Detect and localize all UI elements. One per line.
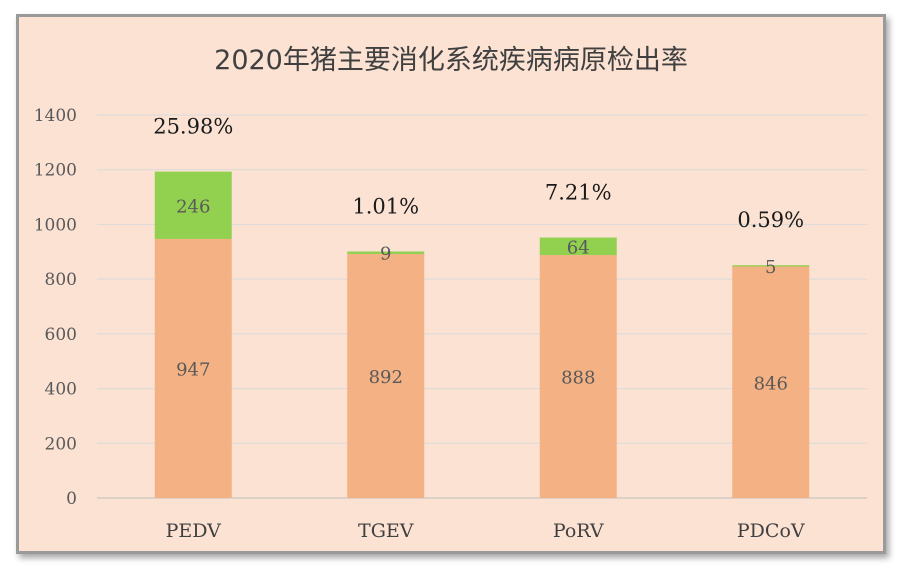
bar-segment [539,237,617,256]
x-axis: PEDV TGEV PoRV PDCoV [166,520,805,542]
data-label: 5 [765,257,776,278]
x-tick-label: PDCoV [737,520,805,542]
chart-title: 2020年猪主要消化系统疾病病原检出率 [214,45,688,76]
y-tick-label: 1000 [34,215,77,235]
data-label: 246 [176,196,210,217]
x-tick-label: PEDV [166,520,222,542]
bar-segment [154,171,232,239]
y-tick-label: 1200 [34,161,77,181]
bar-segment [539,255,617,498]
data-label: 892 [369,367,403,388]
y-tick-label: 0 [66,489,77,509]
y-axis: 0 200 400 600 800 1000 1200 1400 [34,106,77,509]
percentage-annotation: 0.59% [737,208,804,232]
percentage-annotation: 25.98% [153,115,233,139]
bar-segment [732,266,810,498]
y-tick-label: 200 [45,434,77,454]
x-tick-label: TGEV [358,520,414,542]
data-label: 846 [754,373,788,394]
bar-segment [154,238,232,498]
x-tick-label: PoRV [553,520,604,542]
data-label: 9 [380,244,391,265]
y-tick-label: 800 [45,270,77,290]
chart-frame: 2020年猪主要消化系统疾病病原检出率 0 200 400 600 800 1000 120… [16,14,886,554]
percentage-annotation: 7.21% [545,181,612,205]
bars: 947 246 25.98% 892 9 1.01% 888 64 7.21% 846 5 0.59% [153,115,810,498]
chart-svg: 2020年猪主要消化系统疾病病原检出率 0 200 400 600 800 1000 120… [34,45,867,542]
y-tick-label: 1400 [34,106,77,126]
bar-segment [347,251,425,254]
data-label: 888 [561,368,595,389]
y-tick-label: 400 [45,380,77,400]
y-tick-label: 600 [45,325,77,345]
bar-segment [732,265,810,267]
data-label: 947 [176,359,210,380]
data-label: 64 [567,237,590,258]
percentage-annotation: 1.01% [352,195,419,219]
bar-segment [347,253,425,498]
